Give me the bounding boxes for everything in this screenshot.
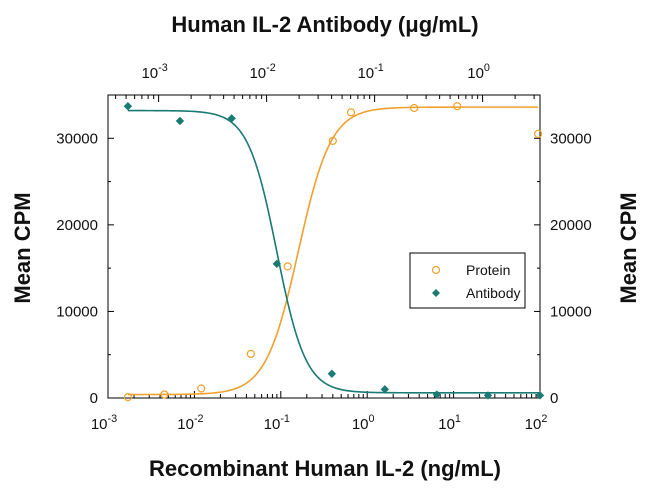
data-point-protein — [328, 136, 337, 145]
top-tick-label: 10-2 — [249, 62, 275, 82]
y-right-tick-label: 20000 — [550, 217, 592, 234]
fit-curve-antibody — [127, 109, 540, 394]
legend-box — [409, 252, 526, 309]
data-point-protein — [160, 390, 169, 399]
data-point-protein — [123, 393, 133, 402]
x-tick-label: 10-1 — [264, 413, 290, 433]
plot-frame — [107, 94, 541, 399]
top-tick-label: 10-1 — [357, 62, 383, 82]
data-point-protein — [197, 384, 206, 393]
y-axis-label-right: Mean CPM — [616, 192, 641, 303]
y-axis-label-left: Mean CPM — [10, 192, 35, 303]
data-point-protein — [246, 349, 255, 358]
data-point-antibody — [272, 259, 282, 269]
curves-layer — [127, 106, 540, 396]
y-left-tick-label: 20000 — [56, 217, 98, 234]
legend-protein-label: Protein — [466, 262, 510, 278]
data-point-protein — [346, 108, 356, 117]
data-point-protein — [453, 102, 462, 111]
data-point-antibody — [327, 369, 337, 378]
data-point-antibody — [535, 391, 545, 400]
x-axis-label: Recombinant Human IL-2 (ng/mL) — [149, 456, 501, 481]
data-point-antibody — [483, 391, 493, 400]
top-tick-label: 100 — [467, 62, 490, 82]
data-point-antibody — [175, 116, 185, 126]
points-layer — [123, 102, 545, 402]
data-point-protein — [410, 103, 419, 113]
data-point-antibody — [380, 385, 390, 394]
data-point-protein — [283, 262, 292, 271]
fit-curve-protein — [127, 106, 539, 396]
data-point-antibody — [227, 114, 236, 123]
data-point-antibody — [432, 390, 442, 399]
y-left-tick-label: 30000 — [56, 130, 98, 147]
x-tick-label: 10-2 — [177, 413, 203, 433]
y-right-tick-label: 0 — [550, 390, 558, 407]
data-point-antibody — [123, 102, 133, 111]
top-tick-label: 10-3 — [141, 62, 167, 82]
legend: Protein Antibody — [409, 252, 526, 309]
y-right-tick-label: 30000 — [550, 130, 592, 147]
y-right-tick-label: 10000 — [550, 303, 592, 320]
data-point-protein — [533, 129, 543, 139]
x-tick-label: 101 — [438, 413, 461, 433]
x-tick-label: 102 — [525, 413, 548, 433]
x-tick-label: 100 — [352, 413, 375, 433]
legend-antibody-label: Antibody — [466, 285, 520, 301]
legend-protein-marker — [431, 265, 441, 275]
legend-antibody-marker — [432, 289, 440, 297]
x-tick-label: 10-3 — [91, 413, 117, 433]
y-left-tick-label: 0 — [90, 390, 98, 407]
chart-title: Human IL-2 Antibody (μg/mL) — [171, 12, 478, 37]
y-left-tick-label: 10000 — [56, 303, 98, 320]
